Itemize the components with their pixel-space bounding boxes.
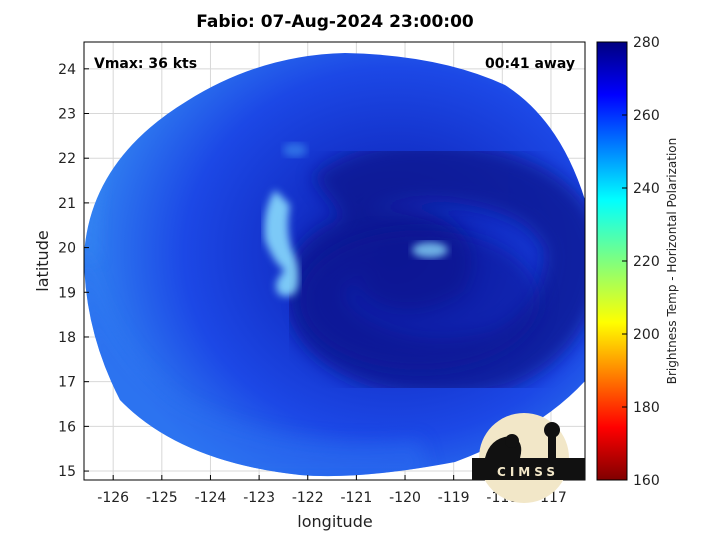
colorbar-tick-label: 280: [633, 35, 660, 51]
y-tick-label: 17: [58, 375, 76, 391]
x-axis-label: longitude: [297, 512, 372, 531]
colorbar-tick-label: 220: [633, 254, 660, 270]
microwave-swath: [84, 53, 585, 477]
colorbar-tick-label: 260: [633, 108, 660, 124]
axes-frame: [83, 41, 586, 481]
cimss-logo: CIMSS: [472, 413, 585, 503]
y-tick-label: 23: [58, 107, 76, 123]
x-tick-label: -125: [146, 490, 178, 506]
x-tick-label: -126: [97, 490, 129, 506]
colorbar-tick-label: 200: [633, 327, 660, 343]
y-tick-label: 18: [58, 330, 76, 346]
colorbar-tick-label: 180: [633, 400, 660, 416]
x-tick-label: -121: [340, 490, 372, 506]
chart-title: Fabio: 07-Aug-2024 23:00:00: [196, 12, 474, 32]
y-tick-label: 15: [58, 464, 76, 480]
time-away-label: 00:41 away: [485, 56, 575, 72]
vmax-label: Vmax: 36 kts: [94, 56, 197, 72]
colorbar-label: Brightness Temp - Horizontal Polarizatio…: [665, 138, 679, 385]
y-tick-label: 16: [58, 419, 76, 435]
colorbar-ticks: 160 180 200 220 240 260 280: [622, 35, 660, 489]
x-tick-label: -123: [243, 490, 275, 506]
colorbar-tick-label: 160: [633, 473, 660, 489]
x-tick-label: -119: [438, 490, 470, 506]
x-tick-label: -122: [292, 490, 324, 506]
y-tick-label: 21: [58, 196, 76, 212]
x-tick-label: -120: [389, 490, 421, 506]
x-tick-label: -124: [195, 490, 227, 506]
y-tick-label: 20: [58, 241, 76, 257]
y-axis-label: latitude: [33, 230, 52, 291]
y-ticks: 15 16 17 18 19 20 21 22 23 24: [58, 62, 89, 480]
y-tick-label: 19: [58, 285, 76, 301]
colorbar-tick-label: 240: [633, 181, 660, 197]
y-tick-label: 24: [58, 62, 76, 78]
logo-text: CIMSS: [497, 465, 559, 479]
y-tick-label: 22: [58, 151, 76, 167]
